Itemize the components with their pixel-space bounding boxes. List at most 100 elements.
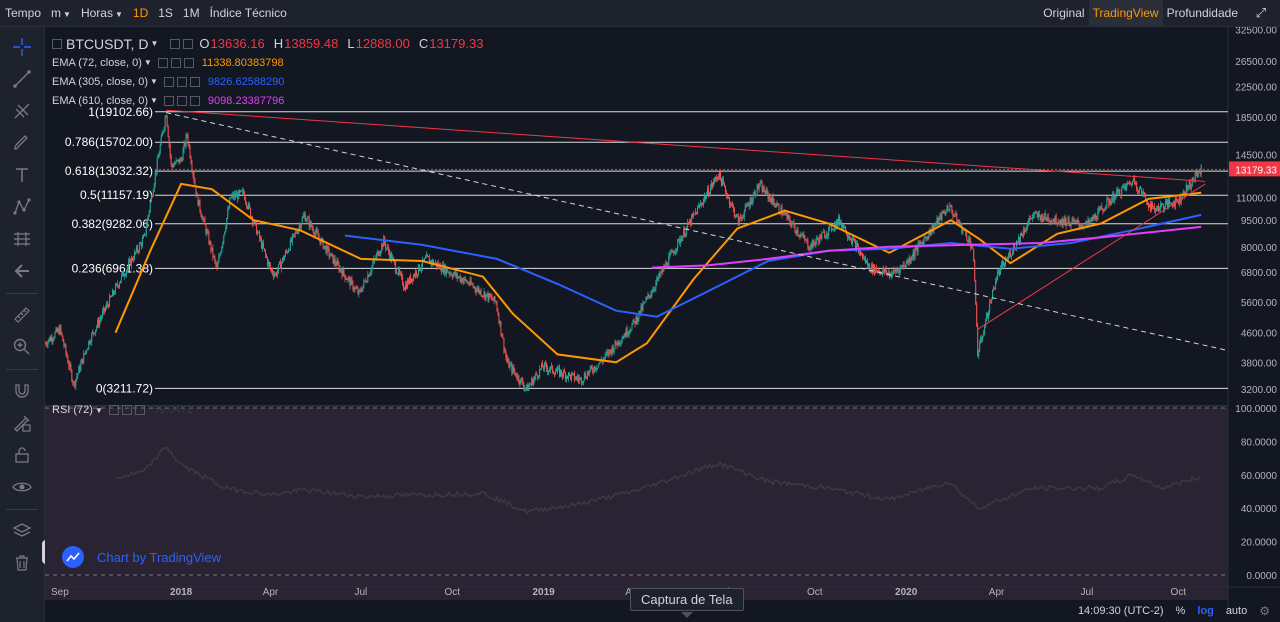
candle[interactable] <box>154 173 156 185</box>
candle[interactable] <box>330 253 332 256</box>
candle[interactable] <box>84 353 86 355</box>
candle[interactable] <box>894 270 896 272</box>
candle[interactable] <box>682 235 684 241</box>
candle[interactable] <box>224 231 226 236</box>
candle[interactable] <box>144 233 146 235</box>
candle[interactable] <box>731 203 733 206</box>
candle[interactable] <box>951 206 953 212</box>
candle[interactable] <box>659 273 661 276</box>
candle[interactable] <box>71 370 73 381</box>
candle[interactable] <box>814 243 816 245</box>
candle[interactable] <box>901 265 903 267</box>
candle[interactable] <box>813 239 815 244</box>
candle[interactable] <box>1103 209 1105 212</box>
candle[interactable] <box>713 177 715 183</box>
candle[interactable] <box>618 340 620 344</box>
candle[interactable] <box>68 363 70 367</box>
candle[interactable] <box>565 375 567 380</box>
candle[interactable] <box>952 211 954 217</box>
candle[interactable] <box>1034 212 1036 214</box>
candle[interactable] <box>445 268 447 275</box>
candle[interactable] <box>558 367 560 369</box>
candle[interactable] <box>738 216 740 226</box>
candle[interactable] <box>1147 201 1149 206</box>
candle[interactable] <box>500 321 502 334</box>
candle[interactable] <box>77 373 79 377</box>
candle[interactable] <box>396 271 398 274</box>
candle[interactable] <box>496 302 498 310</box>
candle[interactable] <box>596 367 598 369</box>
candle[interactable] <box>535 373 537 377</box>
candle[interactable] <box>75 379 77 387</box>
candle[interactable] <box>351 279 353 282</box>
candle[interactable] <box>1048 221 1050 223</box>
candle[interactable] <box>1072 219 1074 221</box>
candle[interactable] <box>1136 182 1138 190</box>
candle[interactable] <box>1084 223 1086 228</box>
candle[interactable] <box>1094 214 1096 218</box>
candle[interactable] <box>117 283 119 286</box>
candle[interactable] <box>417 264 419 275</box>
candle[interactable] <box>80 363 82 371</box>
candle[interactable] <box>989 302 991 313</box>
candle[interactable] <box>116 283 118 286</box>
candle[interactable] <box>1005 259 1007 264</box>
candle[interactable] <box>56 328 58 332</box>
candle[interactable] <box>1106 199 1108 208</box>
candle[interactable] <box>763 187 765 193</box>
brush-icon[interactable] <box>10 131 34 155</box>
candle[interactable] <box>299 225 301 229</box>
candle[interactable] <box>163 127 165 132</box>
candle[interactable] <box>216 265 218 268</box>
candle[interactable] <box>922 242 924 246</box>
candle[interactable] <box>325 245 327 254</box>
candle[interactable] <box>318 236 320 239</box>
candle[interactable] <box>599 360 601 363</box>
candle[interactable] <box>308 218 310 227</box>
candle[interactable] <box>579 377 581 379</box>
candle[interactable] <box>541 363 543 369</box>
candle[interactable] <box>188 143 190 147</box>
candle[interactable] <box>531 378 533 384</box>
candle[interactable] <box>822 232 824 234</box>
candle[interactable] <box>508 359 510 368</box>
candle[interactable] <box>114 293 116 295</box>
candle[interactable] <box>1047 216 1049 222</box>
candle[interactable] <box>191 163 193 171</box>
symbol-chevron-down-icon[interactable]: ▼ <box>150 39 159 48</box>
candle[interactable] <box>761 183 763 193</box>
candle[interactable] <box>503 337 505 351</box>
candle[interactable] <box>557 367 559 372</box>
candle[interactable] <box>480 290 482 296</box>
candle[interactable] <box>793 222 795 226</box>
candle[interactable] <box>868 263 870 271</box>
candle[interactable] <box>491 296 493 300</box>
candle[interactable] <box>372 263 374 267</box>
candle[interactable] <box>1043 213 1045 220</box>
candle[interactable] <box>1124 186 1126 187</box>
candle[interactable] <box>561 370 563 375</box>
candle[interactable] <box>938 217 940 224</box>
symbol-title[interactable]: BTCUSDT, D <box>66 35 149 52</box>
candle[interactable] <box>849 236 851 239</box>
candle[interactable] <box>912 251 914 258</box>
candle[interactable] <box>928 229 930 239</box>
magnet-icon[interactable] <box>10 379 34 403</box>
candle[interactable] <box>1101 206 1103 209</box>
candle[interactable] <box>897 269 899 271</box>
candle[interactable] <box>148 210 150 215</box>
candle[interactable] <box>357 288 359 294</box>
candle[interactable] <box>222 241 224 247</box>
candle[interactable] <box>611 346 613 354</box>
candle[interactable] <box>630 329 632 331</box>
candle[interactable] <box>804 237 806 241</box>
candle[interactable] <box>803 234 805 238</box>
candle[interactable] <box>83 353 85 364</box>
candle[interactable] <box>450 273 452 276</box>
candle[interactable] <box>1073 220 1075 222</box>
candle[interactable] <box>1185 184 1187 195</box>
candle[interactable] <box>258 231 260 233</box>
candle[interactable] <box>770 198 772 204</box>
candle[interactable] <box>185 135 187 146</box>
candle[interactable] <box>190 157 192 164</box>
